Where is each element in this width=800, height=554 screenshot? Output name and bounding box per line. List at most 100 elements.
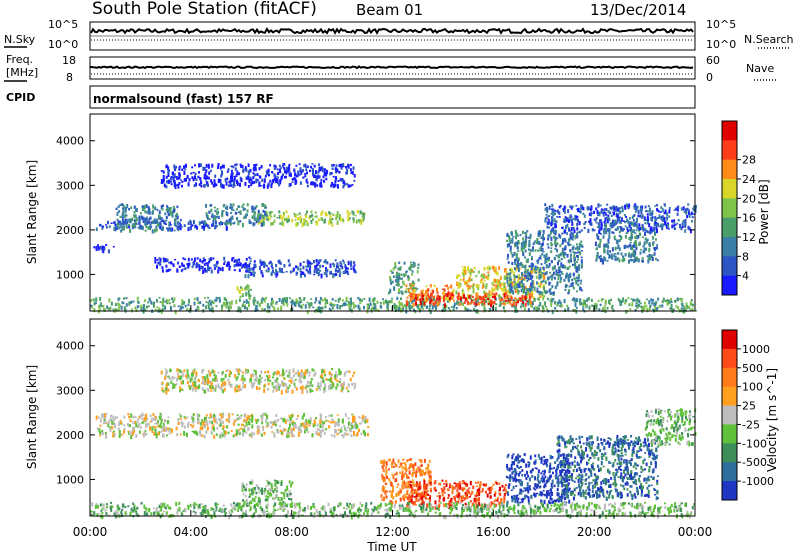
data-cell <box>666 224 668 229</box>
data-cell <box>347 300 350 304</box>
data-cell <box>646 215 649 219</box>
data-cell <box>110 301 113 306</box>
data-cell <box>331 218 334 221</box>
data-cell <box>510 278 513 281</box>
data-cell <box>229 305 232 310</box>
data-cell <box>622 257 625 262</box>
data-cell <box>160 179 163 183</box>
data-cell <box>261 417 264 420</box>
data-cell <box>103 246 106 250</box>
data-cell <box>168 223 171 227</box>
data-cell <box>358 219 361 224</box>
data-cell <box>166 382 169 387</box>
data-cell <box>277 182 279 185</box>
data-cell <box>635 256 638 261</box>
data-cell <box>573 298 576 303</box>
data-cell <box>622 220 625 222</box>
data-cell <box>273 432 276 436</box>
data-cell <box>165 298 168 301</box>
data-cell <box>169 268 172 271</box>
data-cell <box>342 303 345 306</box>
data-cell <box>582 307 585 311</box>
data-cell <box>280 417 283 420</box>
data-cell <box>647 217 650 221</box>
data-cell <box>330 303 333 307</box>
data-cell <box>235 263 238 267</box>
data-cell <box>238 431 241 436</box>
data-cell <box>687 209 690 213</box>
data-cell <box>184 258 187 261</box>
data-cell <box>261 178 264 182</box>
data-cell <box>233 180 235 185</box>
data-cell <box>224 222 227 225</box>
data-cell <box>235 389 238 391</box>
data-cell <box>685 305 688 308</box>
data-cell <box>258 381 261 385</box>
data-cell <box>147 210 150 215</box>
data-cell <box>323 422 325 425</box>
data-cell <box>283 384 285 387</box>
data-cell <box>411 270 414 273</box>
data-cell <box>348 212 351 216</box>
data-cell <box>508 286 511 290</box>
data-cell <box>263 298 266 303</box>
data-cell <box>188 384 190 388</box>
data-cell <box>452 299 455 302</box>
scatter-region-16 <box>406 292 533 308</box>
data-cell <box>98 427 101 433</box>
data-cell <box>453 305 456 308</box>
data-cell <box>244 384 246 389</box>
data-cell <box>593 229 596 232</box>
data-cell <box>204 379 207 382</box>
data-cell <box>557 261 559 266</box>
data-cell <box>114 416 117 420</box>
data-cell <box>131 217 134 222</box>
data-cell <box>138 220 141 225</box>
data-cell <box>544 301 547 306</box>
data-cell <box>133 223 136 228</box>
data-cell <box>622 255 624 258</box>
data-cell <box>571 298 574 301</box>
data-cell <box>655 227 658 230</box>
data-cell <box>309 270 312 275</box>
scatter-region-11 <box>455 265 546 301</box>
data-cell <box>651 254 654 257</box>
data-cell <box>520 261 523 267</box>
data-cell <box>315 417 318 420</box>
data-cell <box>347 390 350 393</box>
data-cell <box>193 378 196 382</box>
data-cell <box>216 378 219 383</box>
data-cell <box>336 423 339 427</box>
data-cell <box>541 253 544 256</box>
data-cell <box>386 308 389 311</box>
data-cell <box>282 383 285 386</box>
data-cell <box>524 256 526 259</box>
data-cell <box>321 306 324 310</box>
data-cell <box>239 286 242 289</box>
data-cell <box>126 218 129 223</box>
data-cell <box>509 272 511 276</box>
data-cell <box>517 300 519 304</box>
data-cell <box>400 302 403 306</box>
data-cell <box>167 416 170 419</box>
data-cell <box>324 211 327 217</box>
data-cell <box>397 459 400 464</box>
data-cell <box>308 422 311 426</box>
data-cell <box>134 215 136 219</box>
data-cell <box>640 248 642 251</box>
data-cell <box>567 291 570 295</box>
data-cell <box>231 205 234 209</box>
data-cell <box>360 221 363 225</box>
data-cell <box>174 166 177 170</box>
data-cell <box>547 226 550 229</box>
data-cell <box>208 420 211 424</box>
data-cell <box>229 206 232 209</box>
data-cell <box>506 294 509 300</box>
scatter-region-0 <box>256 210 366 228</box>
data-cell <box>145 305 148 309</box>
data-cell <box>218 296 221 300</box>
data-cell <box>470 299 473 302</box>
data-cell <box>101 429 104 432</box>
data-cell <box>366 418 369 423</box>
data-cell <box>508 289 511 293</box>
